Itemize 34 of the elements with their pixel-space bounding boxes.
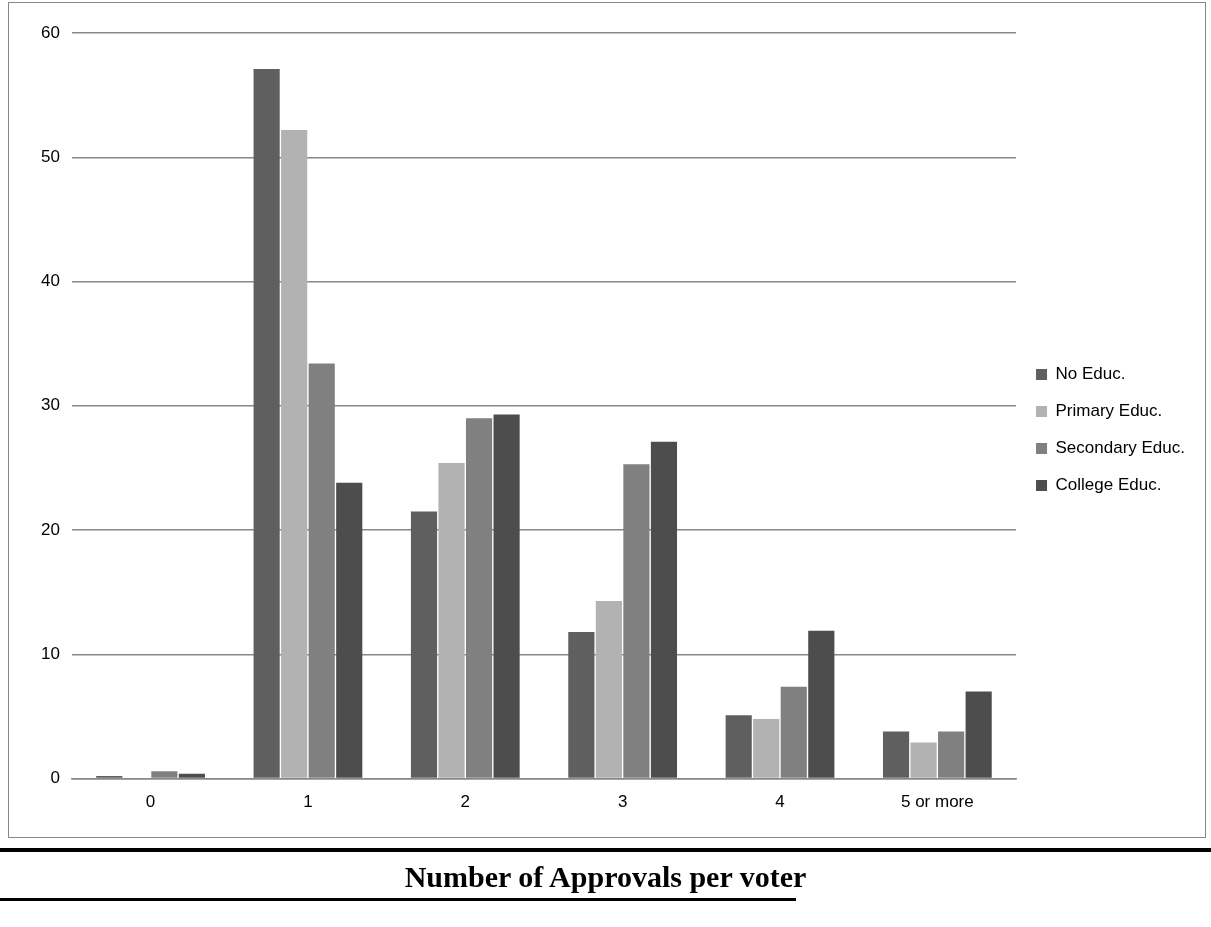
bar — [725, 715, 752, 778]
y-tick-label: 30 — [40, 395, 60, 415]
x-tick-label: 1 — [303, 792, 313, 812]
x-tick-label: 3 — [617, 792, 628, 812]
bar — [882, 731, 910, 778]
x-tick-label: 5 or more — [900, 792, 974, 812]
legend-label: Primary Educ. — [1055, 401, 1163, 421]
legend-label: No Educ. — [1055, 364, 1126, 384]
y-tick-label: 20 — [40, 519, 60, 539]
x-tick-label: 0 — [145, 792, 156, 812]
legend-label: Secondary Educ. — [1055, 438, 1185, 458]
y-tick-label: 10 — [40, 644, 60, 664]
x-tick-label: 4 — [775, 792, 785, 812]
y-tick-label: 0 — [50, 768, 60, 788]
bar — [281, 129, 308, 778]
bar — [910, 742, 937, 778]
bar — [568, 631, 595, 778]
bar — [808, 630, 835, 778]
bar — [753, 718, 780, 778]
bar — [595, 600, 622, 778]
y-tick-label: 50 — [40, 146, 60, 166]
legend-label: College Educ. — [1055, 475, 1162, 495]
bar — [336, 482, 363, 778]
bar — [438, 462, 465, 778]
bar — [410, 511, 438, 778]
bar — [650, 441, 678, 778]
x-tick-label: 2 — [460, 792, 471, 812]
bar — [253, 69, 280, 778]
bar — [178, 773, 205, 778]
y-tick-label: 60 — [40, 22, 60, 42]
bar — [965, 691, 992, 778]
text: Number of Approvals per voter — [403, 860, 808, 894]
y-tick-label: 40 — [40, 271, 60, 291]
bar — [493, 414, 520, 778]
